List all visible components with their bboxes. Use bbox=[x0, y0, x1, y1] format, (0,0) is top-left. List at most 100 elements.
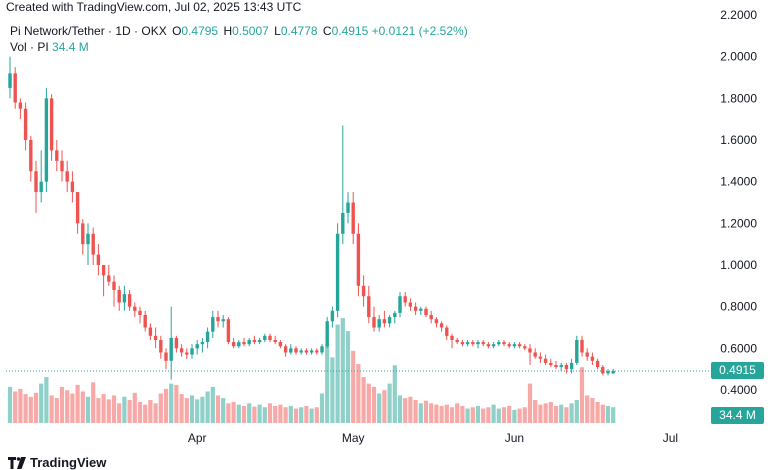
volume-bar bbox=[184, 398, 189, 423]
candle-body bbox=[190, 348, 194, 355]
candle-body bbox=[387, 317, 392, 324]
volume-bar bbox=[527, 383, 533, 423]
x-tick-label: Jul bbox=[663, 431, 678, 445]
volume-bar bbox=[455, 403, 460, 423]
candle-body bbox=[465, 342, 470, 345]
volume-bar bbox=[267, 403, 273, 423]
candle-body bbox=[325, 321, 329, 347]
candle-body bbox=[164, 352, 168, 361]
volume-bar bbox=[117, 403, 122, 423]
volume-bar bbox=[148, 400, 153, 423]
candle-body bbox=[590, 356, 595, 361]
volume-legend: Vol · PI 34.4 M bbox=[10, 40, 89, 54]
volume-bar bbox=[247, 403, 252, 423]
volume-bar bbox=[553, 405, 559, 423]
volume-bar bbox=[538, 404, 543, 423]
high-label: H bbox=[223, 24, 233, 38]
y-tick-label: 1.8000 bbox=[720, 91, 757, 105]
volume-bar bbox=[481, 408, 486, 423]
change-value: +0.0121 (+2.52%) bbox=[371, 24, 468, 38]
volume-bar bbox=[226, 403, 231, 423]
candle-body bbox=[408, 302, 413, 307]
candle-body bbox=[309, 350, 314, 353]
volume-bar bbox=[54, 398, 59, 423]
candle-body bbox=[231, 342, 236, 347]
volume-bar bbox=[189, 395, 195, 423]
candle-body bbox=[445, 327, 449, 336]
candle-body bbox=[361, 285, 366, 297]
candle-body bbox=[23, 108, 28, 140]
candle-body bbox=[372, 317, 376, 328]
volume-bar bbox=[262, 407, 267, 423]
volume-bar bbox=[392, 365, 397, 423]
volume-bar bbox=[101, 394, 106, 423]
volume-bar bbox=[611, 407, 616, 423]
volume-bar bbox=[429, 403, 434, 423]
volume-bar bbox=[236, 404, 241, 423]
volume-bar bbox=[39, 383, 44, 423]
volume-bar bbox=[465, 408, 470, 423]
volume-bar bbox=[470, 407, 475, 423]
candle-body bbox=[543, 358, 548, 363]
candle-body bbox=[159, 340, 163, 353]
candle-body bbox=[283, 346, 288, 353]
candle-body bbox=[450, 335, 454, 340]
candle-body bbox=[549, 362, 553, 365]
candle-body bbox=[393, 312, 397, 318]
candle-body bbox=[481, 342, 485, 345]
candle-body bbox=[252, 340, 257, 343]
volume-bar bbox=[195, 399, 200, 423]
y-tick-label: 0.8000 bbox=[720, 300, 757, 314]
volume-bar bbox=[257, 404, 262, 423]
candle-body bbox=[205, 331, 210, 343]
volume-bar bbox=[507, 405, 512, 423]
candle-body bbox=[367, 296, 371, 318]
y-tick-label: 1.4000 bbox=[720, 175, 757, 189]
volume-bar bbox=[361, 377, 366, 423]
candle-body bbox=[533, 352, 537, 357]
candle-body bbox=[29, 140, 33, 172]
volume-bar bbox=[371, 386, 377, 423]
open-value: 0.4795 bbox=[181, 24, 219, 38]
volume-bar bbox=[486, 407, 491, 423]
candle-body bbox=[512, 344, 517, 347]
symbol-title: Pi Network/Tether · 1D · OKX bbox=[10, 24, 167, 38]
brand-name: TradingView bbox=[30, 455, 107, 470]
volume-bar bbox=[44, 377, 49, 423]
candle-body bbox=[122, 294, 127, 303]
volume-bar bbox=[85, 396, 91, 423]
y-tick-label: 0.4000 bbox=[720, 383, 757, 397]
volume-bar bbox=[252, 406, 257, 423]
low-label: L bbox=[274, 24, 281, 38]
candle-body bbox=[330, 310, 335, 322]
volume-bar bbox=[366, 383, 371, 423]
candle-body bbox=[263, 335, 267, 340]
candle-body bbox=[65, 171, 69, 182]
ohlc-legend: Pi Network/Tether · 1D · OKX O0.4795 H0.… bbox=[10, 24, 468, 38]
candle-body bbox=[304, 350, 309, 353]
volume-bar bbox=[309, 408, 314, 423]
candle-body bbox=[226, 319, 231, 343]
candle-body bbox=[523, 346, 527, 349]
volume-bar bbox=[28, 396, 33, 423]
volume-bar bbox=[439, 405, 444, 423]
candle-body bbox=[460, 342, 465, 345]
candle-body bbox=[382, 319, 387, 324]
candle-body bbox=[75, 192, 80, 224]
y-tick-label: 0.6000 bbox=[720, 341, 757, 355]
volume-bar bbox=[273, 405, 278, 423]
volume-bar bbox=[231, 402, 236, 423]
candle-body bbox=[49, 98, 54, 151]
candle-body bbox=[502, 342, 506, 345]
volume-bar bbox=[496, 408, 501, 423]
volume-bar bbox=[408, 396, 413, 423]
y-tick-label: 2.2000 bbox=[720, 8, 757, 22]
close-label: C bbox=[322, 24, 332, 38]
volume-bar bbox=[169, 383, 174, 423]
candle-body bbox=[424, 308, 428, 315]
volume-bar bbox=[137, 402, 143, 423]
y-tick-label: 1.2000 bbox=[720, 216, 757, 230]
y-tick-label: 1.0000 bbox=[720, 258, 757, 272]
candle-body bbox=[55, 150, 59, 161]
candle-body bbox=[528, 348, 532, 353]
